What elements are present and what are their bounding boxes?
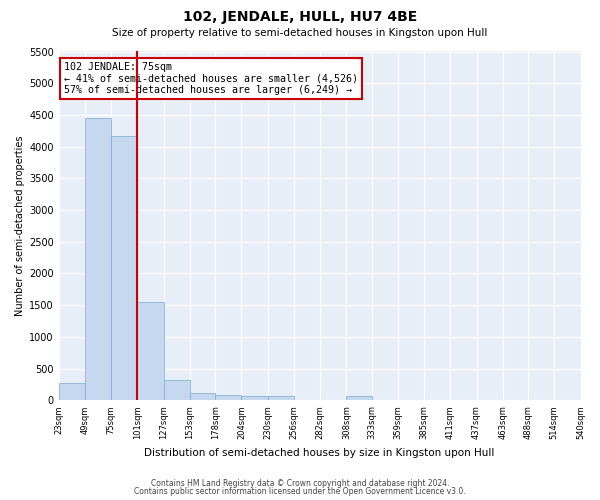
Text: 102, JENDALE, HULL, HU7 4BE: 102, JENDALE, HULL, HU7 4BE: [183, 10, 417, 24]
Bar: [164, 380, 190, 400]
Bar: [111, 136, 137, 400]
Bar: [190, 392, 215, 400]
Bar: [137, 302, 164, 400]
Text: Size of property relative to semi-detached houses in Kingston upon Hull: Size of property relative to semi-detach…: [112, 28, 488, 38]
Bar: [59, 382, 85, 400]
Bar: [215, 395, 241, 400]
Bar: [85, 118, 111, 401]
Y-axis label: Number of semi-detached properties: Number of semi-detached properties: [15, 136, 25, 316]
Bar: [346, 396, 371, 400]
X-axis label: Distribution of semi-detached houses by size in Kingston upon Hull: Distribution of semi-detached houses by …: [145, 448, 495, 458]
Text: 102 JENDALE: 75sqm
← 41% of semi-detached houses are smaller (4,526)
57% of semi: 102 JENDALE: 75sqm ← 41% of semi-detache…: [64, 62, 358, 95]
Text: Contains public sector information licensed under the Open Government Licence v3: Contains public sector information licen…: [134, 487, 466, 496]
Bar: [268, 396, 294, 400]
Text: Contains HM Land Registry data © Crown copyright and database right 2024.: Contains HM Land Registry data © Crown c…: [151, 478, 449, 488]
Bar: [241, 396, 268, 400]
